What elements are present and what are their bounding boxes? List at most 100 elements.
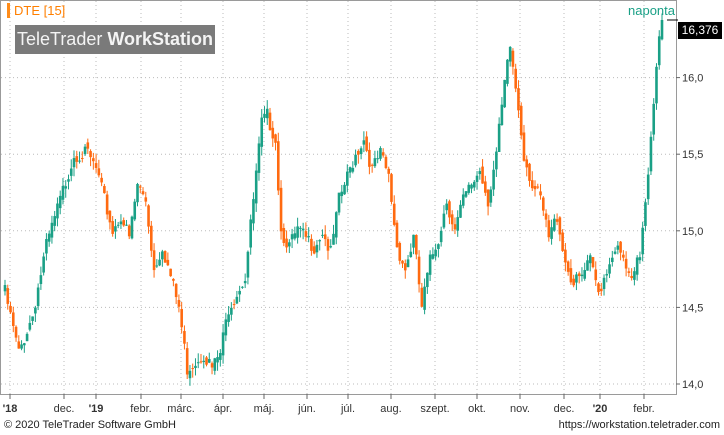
teletrader-logo: TeleTrader WorkStation bbox=[15, 25, 215, 54]
candle-body bbox=[343, 184, 346, 195]
candle-body bbox=[357, 150, 360, 155]
x-tick-label: febr. bbox=[633, 403, 654, 415]
candle-body bbox=[475, 175, 479, 182]
candle-body bbox=[39, 275, 43, 285]
candle-body bbox=[486, 189, 490, 207]
x-tick-label: júl. bbox=[340, 403, 355, 415]
candle-body bbox=[354, 154, 357, 166]
candle-body bbox=[136, 183, 139, 203]
candle-body bbox=[428, 254, 432, 275]
x-tick-label: '20 bbox=[593, 403, 608, 415]
candle-body bbox=[161, 251, 164, 260]
candle-body bbox=[169, 268, 172, 277]
candle-body bbox=[301, 228, 305, 231]
candle-body bbox=[622, 254, 625, 258]
candle-body bbox=[602, 277, 606, 290]
candle-body bbox=[439, 230, 443, 243]
candle-body bbox=[213, 358, 217, 371]
candle-body bbox=[373, 158, 377, 167]
candle-body bbox=[481, 166, 484, 184]
candle-body bbox=[75, 156, 79, 162]
period-label: naponta bbox=[628, 3, 675, 18]
candle-body bbox=[376, 158, 379, 160]
candle-body bbox=[536, 186, 540, 188]
candle-body bbox=[114, 226, 117, 232]
candle-body bbox=[519, 105, 523, 136]
candle-body bbox=[89, 151, 92, 158]
candle-body bbox=[125, 224, 128, 226]
candle-body bbox=[348, 167, 352, 173]
candle-body bbox=[138, 186, 142, 188]
candle-body bbox=[608, 264, 611, 274]
candle-body bbox=[605, 273, 609, 276]
x-tick-label: aug. bbox=[380, 403, 401, 415]
candle-body bbox=[31, 316, 34, 321]
candle-body bbox=[210, 363, 214, 368]
candle-body bbox=[641, 227, 644, 255]
candle-body bbox=[627, 271, 631, 273]
candle-body bbox=[310, 238, 313, 251]
candle-body bbox=[61, 185, 65, 200]
candle-body bbox=[83, 146, 87, 155]
candle-body bbox=[638, 257, 642, 261]
candle-body bbox=[445, 203, 448, 211]
candle-body bbox=[45, 239, 48, 254]
footer-copyright: © 2020 TeleTrader Software GmbH bbox=[4, 419, 176, 431]
candle-body bbox=[528, 163, 531, 181]
y-tick-label: 14,0 bbox=[682, 379, 703, 391]
candle-body bbox=[403, 263, 407, 271]
candle-body bbox=[69, 168, 73, 176]
candle-body bbox=[25, 333, 29, 342]
candle-body bbox=[249, 219, 252, 248]
candle-body bbox=[28, 322, 32, 330]
candle-body bbox=[252, 199, 255, 224]
candle-body bbox=[116, 224, 120, 226]
candle-body bbox=[478, 171, 482, 175]
candle-body bbox=[340, 191, 344, 197]
y-tick-label: 15,5 bbox=[682, 149, 703, 161]
candle-body bbox=[459, 204, 462, 218]
candle-body bbox=[196, 362, 200, 364]
candle-body bbox=[174, 283, 178, 298]
candle-body bbox=[437, 244, 440, 249]
candle-body bbox=[323, 234, 327, 240]
candle-body bbox=[111, 221, 114, 234]
candle-body bbox=[260, 117, 264, 147]
candle-body bbox=[423, 286, 426, 310]
candle-body bbox=[599, 288, 603, 292]
candle-body bbox=[384, 156, 388, 169]
candle-body bbox=[241, 286, 244, 288]
candle-body bbox=[652, 103, 656, 135]
candle-body bbox=[655, 66, 658, 104]
candle-body bbox=[597, 283, 600, 293]
candle-body bbox=[72, 158, 76, 168]
symbol-label: DTE [15] bbox=[7, 3, 65, 18]
candle-body bbox=[97, 168, 101, 176]
candle-body bbox=[561, 232, 564, 251]
candle-body bbox=[290, 234, 294, 240]
candle-body bbox=[42, 256, 45, 273]
candle-body bbox=[580, 274, 584, 277]
candle-body bbox=[219, 353, 222, 360]
candle-body bbox=[401, 260, 404, 264]
candle-body bbox=[660, 19, 664, 40]
candle-body bbox=[588, 255, 592, 264]
y-tick-label: 16,0 bbox=[682, 73, 703, 85]
candle-body bbox=[329, 246, 333, 248]
candle-body bbox=[307, 236, 310, 238]
candle-body bbox=[163, 251, 167, 263]
candle-body bbox=[624, 258, 628, 269]
candle-body bbox=[271, 127, 275, 139]
candle-body bbox=[646, 174, 650, 200]
candle-body bbox=[550, 227, 553, 239]
candle-body bbox=[398, 242, 402, 261]
candle-body bbox=[553, 218, 556, 231]
candle-body bbox=[23, 343, 26, 346]
candle-body bbox=[577, 273, 581, 277]
candle-body bbox=[530, 180, 534, 189]
candle-body bbox=[381, 152, 385, 156]
x-tick-label: jún. bbox=[297, 403, 316, 415]
footer-url[interactable]: https://workstation.teletrader.com bbox=[558, 419, 720, 431]
candle-body bbox=[282, 228, 286, 243]
candle-body bbox=[172, 278, 175, 281]
